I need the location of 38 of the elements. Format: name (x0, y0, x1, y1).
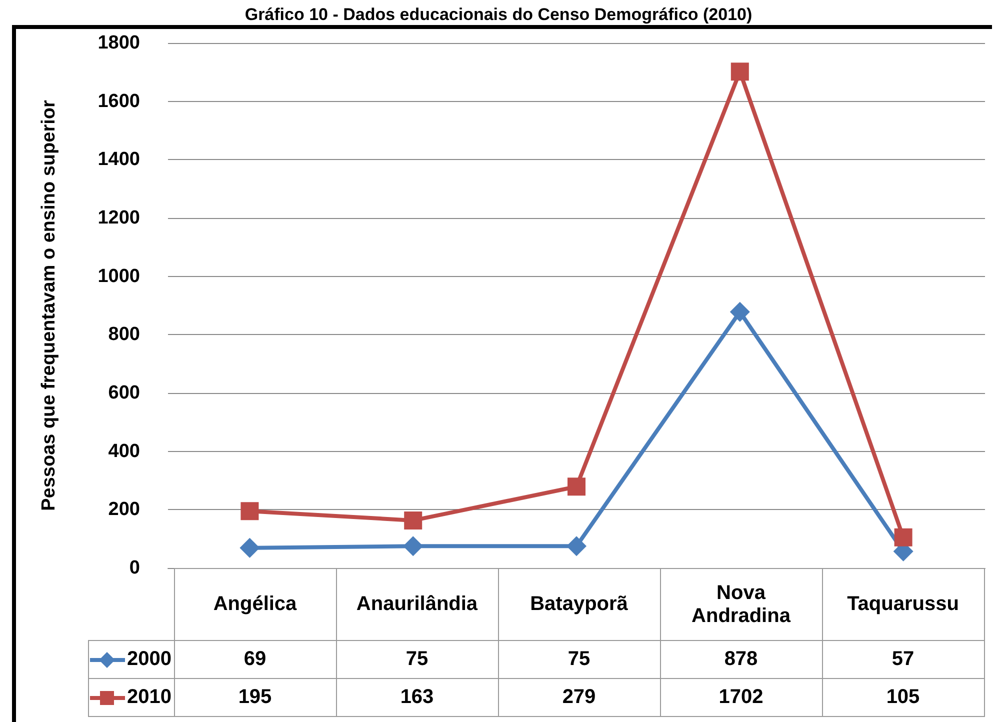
y-tick-label: 1800 (98, 32, 140, 54)
x-tick-label: Batayporã (498, 568, 660, 640)
point (240, 538, 260, 558)
data-label: 75 (498, 640, 660, 678)
data-label: 69 (174, 640, 336, 678)
point (403, 536, 424, 556)
y-axis-title: Pessoas que frequentavam o ensino superior (38, 100, 60, 511)
point (566, 536, 586, 556)
y-tick-label: 600 (108, 382, 140, 404)
x-tick-label: Angélica (174, 568, 336, 640)
y-tick-label: 1000 (98, 266, 140, 287)
point (404, 511, 422, 530)
y-tick-label: 0 (129, 558, 140, 578)
y-tick-label: 1200 (98, 208, 140, 228)
data-label: 75 (336, 640, 498, 678)
x-tick-label: Nova Andradina (660, 568, 822, 640)
y-tick-label: 1400 (98, 149, 140, 170)
y-tick-label: 800 (108, 324, 140, 346)
x-tick-label: Taquarussu (822, 568, 984, 640)
data-label: 279 (498, 678, 660, 716)
data-label: 105 (822, 678, 984, 716)
data-label: 163 (336, 678, 498, 716)
y-tick-label: 400 (108, 440, 140, 462)
data-label: 57 (822, 640, 984, 678)
y-tick-label: 200 (108, 499, 140, 520)
chart-title: Gráfico 10 - Dados educacionais do Censo Demográfico (2010) (244, 5, 752, 24)
legend-label: 2000 (127, 648, 172, 670)
x-tick-label: Anaurilândia (336, 568, 498, 640)
point (894, 528, 912, 546)
point (568, 478, 586, 496)
point (240, 502, 259, 520)
point (730, 62, 749, 81)
data-label: 878 (660, 640, 822, 678)
y-tick-label: 1600 (98, 90, 140, 112)
point (730, 302, 750, 322)
legend-label: 2010 (127, 686, 172, 708)
data-label: 1702 (660, 678, 822, 716)
data-label: 195 (174, 678, 336, 716)
